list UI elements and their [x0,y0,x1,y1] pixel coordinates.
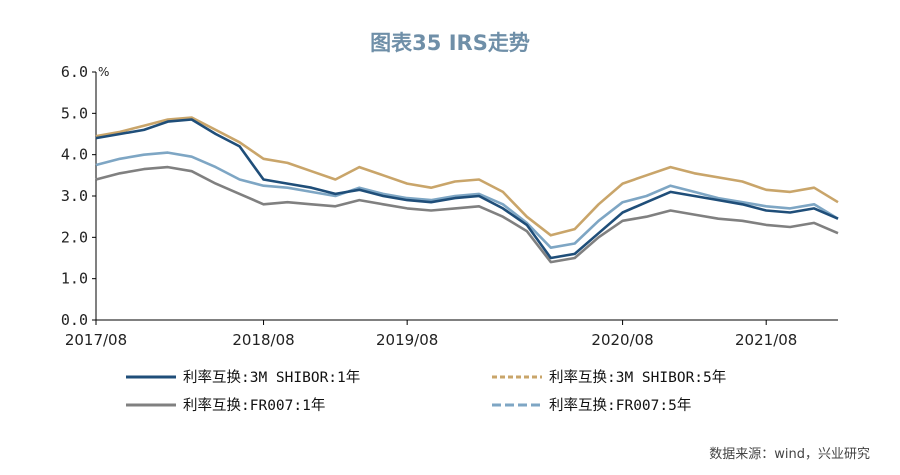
series-line-2 [95,165,839,264]
legend-item-fr007-5y: 利率互换:FR007:5年 [492,397,691,414]
series-line-1 [95,116,839,237]
x-tick-label: 2019/08 [376,331,438,349]
y-tick-label: 5.0 [61,104,88,122]
y-tick-label: 2.0 [61,228,88,246]
series-line-0 [95,118,839,260]
series-line-3 [95,151,839,249]
x-tick-label: 2018/08 [232,331,294,349]
legend-item-fr007-1y: 利率互换:FR007:1年 [126,397,325,414]
legend-item-shibor-5y: 利率互换:3M SHIBOR:5年 [492,369,726,386]
legend-label-shibor-5y: 利率互换:3M SHIBOR:5年 [549,369,726,386]
x-tick-label: 2020/08 [591,331,653,349]
series-lines [95,116,839,264]
x-tick-label: 2021/08 [735,331,797,349]
legend-item-shibor-1y: 利率互换:3M SHIBOR:1年 [126,369,360,386]
y-tick-label: 0.0 [61,311,88,329]
legend: 利率互换:3M SHIBOR:1年 利率互换:3M SHIBOR:5年 利率互换… [126,369,726,414]
chart-title: 图表35 IRS走势 [370,31,530,55]
legend-label-fr007-5y: 利率互换:FR007:5年 [549,397,691,414]
x-axis-ticks: 2017/08 2018/08 2019/08 2020/08 2021/08 [65,320,797,349]
legend-label-fr007-1y: 利率互换:FR007:1年 [183,397,325,414]
y-axis-ticks: 0.0 1.0 2.0 3.0 4.0 5.0 6.0 [61,63,96,329]
x-tick-label: 2017/08 [65,331,127,349]
y-tick-label: 4.0 [61,146,88,164]
y-tick-label: 1.0 [61,270,88,288]
legend-label-shibor-1y: 利率互换:3M SHIBOR:1年 [183,369,360,386]
y-tick-label: 3.0 [61,187,88,205]
source-note: 数据来源：wind，兴业研究 [709,447,870,462]
y-unit-label: % [98,65,109,79]
y-tick-label: 6.0 [61,63,88,81]
axes [95,72,838,321]
